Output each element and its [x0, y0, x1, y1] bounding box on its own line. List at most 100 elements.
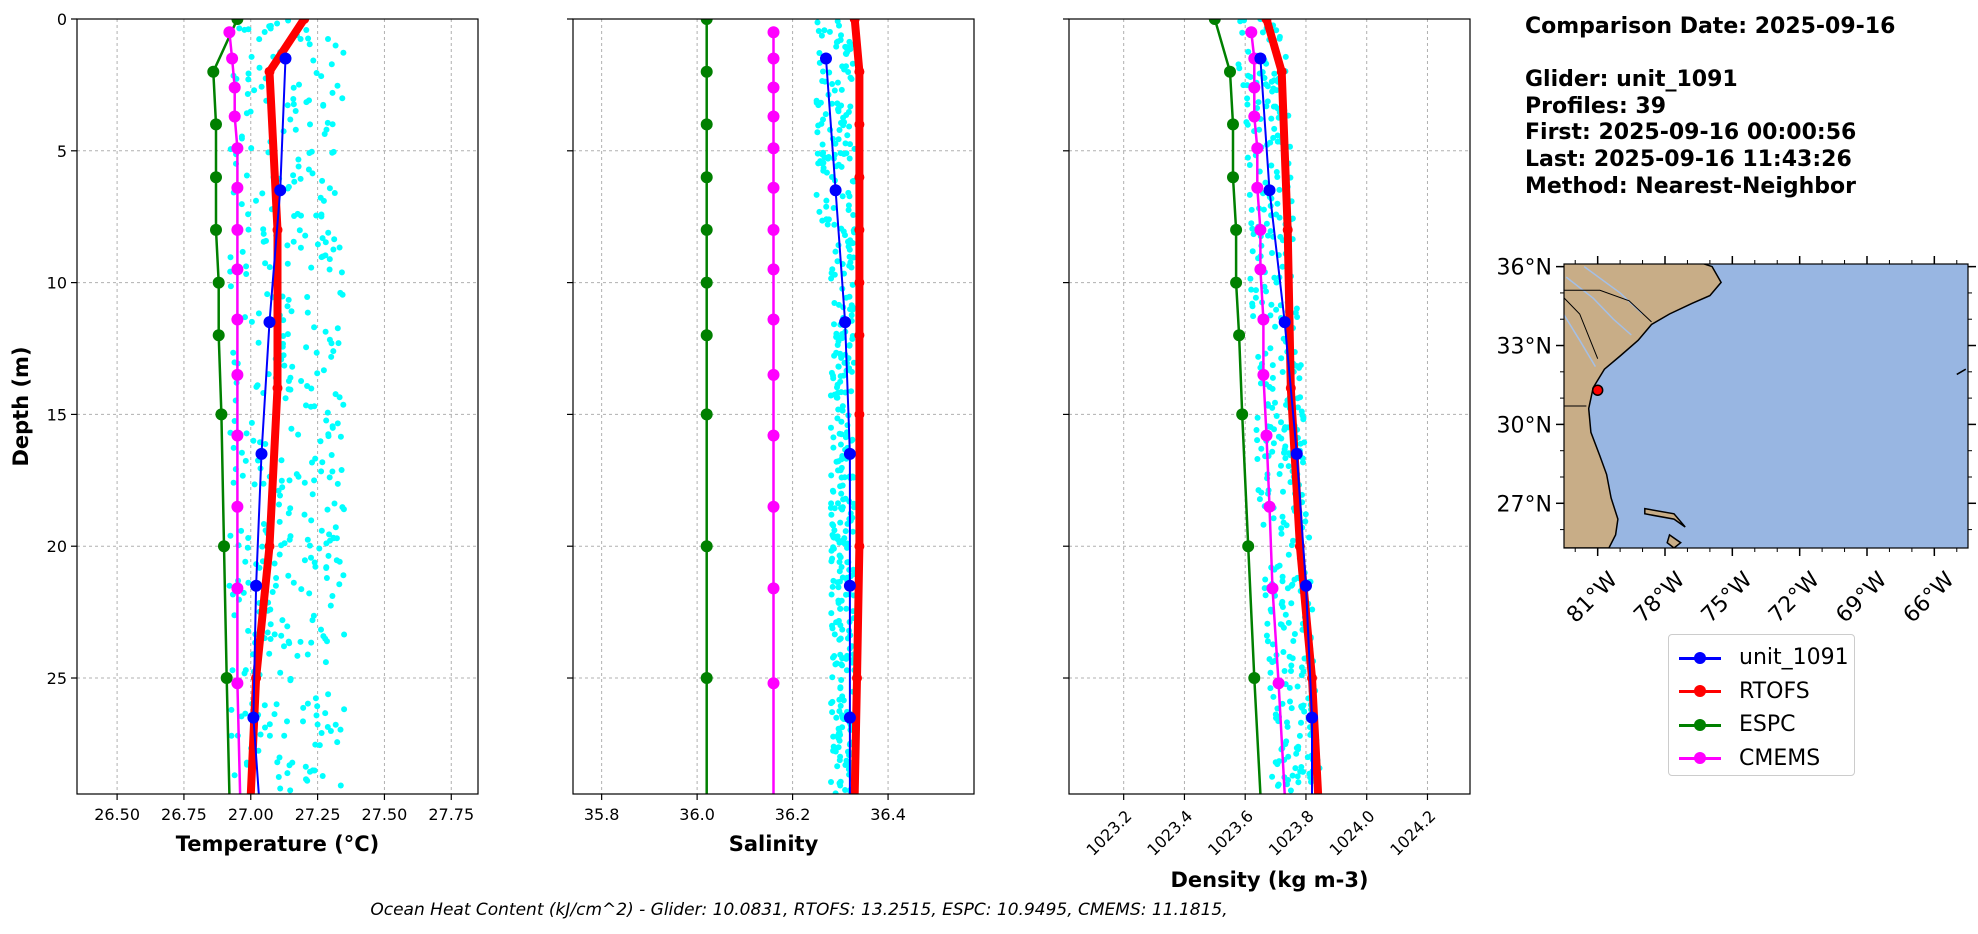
- series-point-espc: [1233, 329, 1246, 342]
- series-point-cmems: [231, 223, 244, 236]
- scatter-point: [1276, 562, 1283, 569]
- scatter-point: [330, 246, 337, 253]
- method: Method: Nearest-Neighbor: [1525, 173, 1856, 199]
- scatter-point: [1267, 669, 1274, 676]
- scatter-point: [319, 253, 326, 260]
- scatter-point: [829, 674, 836, 681]
- scatter-point: [309, 491, 316, 498]
- series-point-unit_1091: [839, 316, 852, 329]
- scatter-point: [290, 172, 297, 179]
- scatter-point: [844, 544, 850, 551]
- map-lon-label: 66°W: [1899, 567, 1960, 628]
- series-point-espc: [1208, 19, 1221, 25]
- series-point-rtofs: [854, 541, 865, 552]
- scatter-point: [331, 190, 338, 196]
- series-point-espc: [231, 19, 244, 25]
- scatter-point: [261, 29, 268, 35]
- scatter-point: [341, 631, 348, 638]
- scatter-point: [1272, 103, 1279, 110]
- scatter-point: [829, 100, 835, 107]
- scatter-point: [226, 582, 233, 589]
- x-tick-label: 1023.4: [1143, 806, 1196, 859]
- scatter-point: [335, 340, 342, 347]
- scatter-point: [1274, 132, 1281, 139]
- scatter-point: [844, 652, 851, 659]
- scatter-point: [1261, 283, 1268, 290]
- scatter-point: [324, 119, 331, 126]
- scatter-point: [302, 232, 309, 239]
- scatter-point: [1293, 750, 1300, 757]
- scatter-point: [278, 477, 285, 484]
- scatter-point: [341, 706, 348, 713]
- scatter-point: [1279, 604, 1286, 610]
- series-point-espc: [700, 329, 713, 342]
- scatter-point: [303, 776, 309, 783]
- scatter-point: [290, 238, 297, 245]
- legend-label: RTOFS: [1739, 678, 1810, 704]
- scatter-point: [837, 441, 844, 448]
- scatter-point: [1255, 487, 1262, 494]
- scatter-point: [1279, 263, 1286, 270]
- inset-map: 36°N 33°N 30°N 27°N 81°W 78°W 75°W 72°W 69°W 66°W: [1497, 256, 1976, 628]
- scatter-point: [324, 506, 331, 513]
- scatter-point: [837, 483, 844, 490]
- scatter-point: [838, 225, 845, 232]
- series-point-espc: [207, 65, 220, 78]
- scatter-point: [1248, 206, 1255, 213]
- scatter-point: [837, 150, 844, 157]
- island: [1666, 533, 1682, 548]
- scatter-point: [825, 154, 832, 160]
- series-point-espc: [700, 118, 713, 131]
- x-tick-label: 27.00: [228, 805, 274, 824]
- scatter-point: [838, 597, 845, 604]
- series-point-espc: [700, 19, 713, 25]
- series-point-unit_1091: [263, 316, 276, 329]
- scatter-point: [1285, 551, 1292, 558]
- y-axis-label: Depth (m): [9, 346, 33, 466]
- series-point-cmems: [231, 263, 244, 276]
- scatter-point: [845, 202, 852, 209]
- scatter-point: [837, 702, 844, 709]
- series-point-cmems: [767, 368, 780, 381]
- x-tick-label: 27.75: [428, 805, 474, 824]
- scatter-point: [284, 331, 291, 338]
- scatter-point: [1239, 29, 1246, 36]
- scatter-point: [255, 747, 262, 754]
- scatter-point: [1267, 228, 1274, 235]
- scatter-point: [319, 177, 326, 184]
- scatter-point: [1277, 233, 1284, 240]
- map-lat-label: 30°N: [1497, 413, 1552, 438]
- series-point-unit_1091: [1278, 316, 1291, 329]
- scatter-point: [301, 511, 308, 518]
- series-point-rtofs: [854, 277, 865, 288]
- scatter-point: [1275, 433, 1282, 440]
- scatter-point: [1254, 456, 1261, 462]
- series-point-cmems: [223, 26, 236, 39]
- scatter-point: [277, 785, 284, 792]
- series-point-unit_1091: [820, 52, 832, 65]
- scatter-point: [836, 430, 843, 437]
- scatter-point: [1264, 98, 1271, 105]
- scatter-point: [295, 473, 302, 480]
- x-tick-label: 27.50: [362, 805, 408, 824]
- scatter-point: [842, 528, 849, 535]
- scatter-point: [846, 262, 853, 269]
- glider-location-marker: [1591, 384, 1604, 396]
- scatter-point: [843, 591, 849, 598]
- scatter-point: [848, 76, 855, 82]
- series-point-cmems: [231, 142, 244, 155]
- series-point-espc: [1230, 276, 1243, 289]
- scatter-point: [829, 555, 836, 562]
- scatter-point: [823, 203, 830, 210]
- scatter-point: [330, 348, 337, 355]
- series-point-cmems: [1263, 500, 1276, 513]
- scatter-point: [831, 505, 838, 512]
- scatter-point: [287, 505, 294, 512]
- scatter-point: [290, 96, 297, 102]
- scatter-point: [1285, 463, 1292, 470]
- scatter-point: [280, 333, 287, 339]
- scatter-point: [328, 452, 335, 458]
- scatter-point: [1309, 606, 1316, 613]
- scatter-point: [830, 434, 837, 441]
